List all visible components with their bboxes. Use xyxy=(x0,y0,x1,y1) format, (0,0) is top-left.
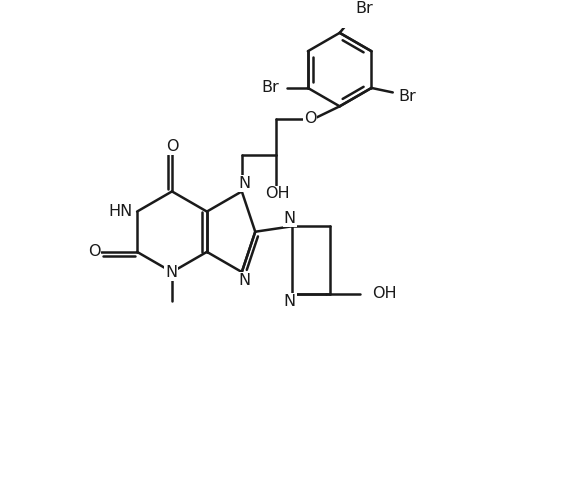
Text: N: N xyxy=(284,211,296,226)
Text: OH: OH xyxy=(373,286,397,301)
Text: Br: Br xyxy=(262,81,279,96)
Text: Br: Br xyxy=(355,1,373,16)
Text: N: N xyxy=(238,176,250,191)
Text: HN: HN xyxy=(108,204,132,219)
Text: O: O xyxy=(304,111,317,126)
Text: O: O xyxy=(88,244,100,259)
Text: OH: OH xyxy=(265,186,289,202)
Text: O: O xyxy=(166,139,178,154)
Text: N: N xyxy=(238,273,250,288)
Text: N: N xyxy=(284,294,296,309)
Text: N: N xyxy=(165,265,177,280)
Text: Br: Br xyxy=(398,89,416,105)
